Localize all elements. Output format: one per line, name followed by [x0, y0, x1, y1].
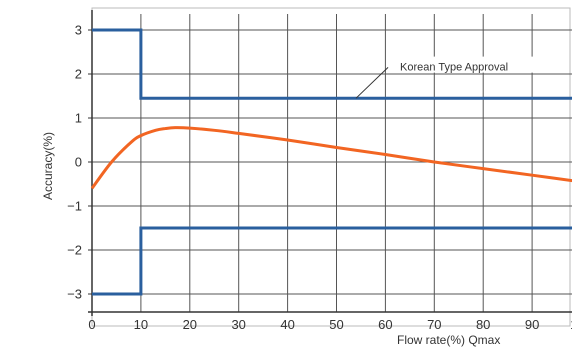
x-tick-label: 70 [427, 317, 441, 332]
tick-labels: 01020304050607080901003210−1−2−3 [67, 23, 572, 333]
grid-lines [92, 14, 572, 312]
accuracy-curve [90, 126, 572, 190]
plot-frame [91, 7, 571, 327]
x-tick-label: 50 [329, 317, 343, 332]
y-tick-label: −1 [67, 199, 82, 214]
y-tick-label: 2 [75, 67, 82, 82]
x-tick-label: 100 [570, 317, 572, 332]
x-tick-label: 80 [476, 317, 490, 332]
limit-line-lower [92, 226, 572, 296]
annotation-group: Korean Type Approval [355, 56, 545, 99]
y-tick-label: 1 [75, 111, 82, 126]
x-tick-label: 20 [183, 317, 197, 332]
series-group [90, 28, 572, 296]
annotation-leader-line [355, 67, 389, 99]
annotation-background [396, 56, 545, 73]
y-tick-label: −2 [67, 243, 82, 258]
y-tick-label: −3 [67, 287, 82, 302]
x-tick-label: 0 [88, 317, 95, 332]
x-tick-label: 90 [525, 317, 539, 332]
x-tick-label: 10 [134, 317, 148, 332]
x-tick-label: 40 [280, 317, 294, 332]
y-tick-label: 3 [75, 23, 82, 38]
x-tick-label: 30 [231, 317, 245, 332]
axes [88, 10, 572, 316]
y-axis-title: Accuracy(%) [41, 132, 55, 200]
limit-line-upper [92, 28, 572, 100]
x-tick-label: 60 [378, 317, 392, 332]
annotation-label: Korean Type Approval [400, 61, 508, 73]
x-axis-title: Flow rate(%) Qmax [397, 333, 500, 347]
y-tick-label: 0 [75, 155, 82, 170]
